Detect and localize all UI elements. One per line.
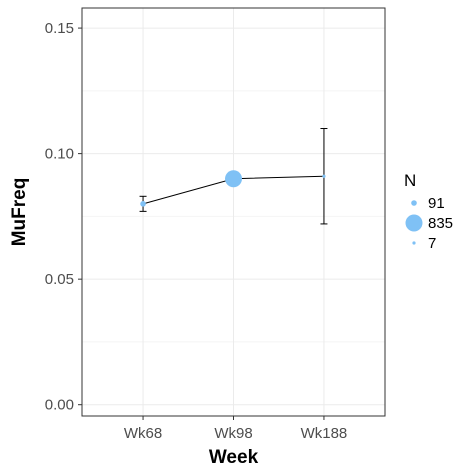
y-tick-label: 0.10: [45, 146, 74, 163]
legend: N 91 835 7: [404, 171, 453, 252]
legend-label: 7: [428, 235, 436, 252]
y-tick-label: 0.05: [45, 271, 74, 288]
data-point: [322, 174, 326, 178]
data-point: [140, 201, 146, 207]
x-tick-label: Wk68: [124, 425, 162, 442]
legend-label: 91: [428, 195, 445, 212]
x-axis: Wk68 Wk98 Wk188: [124, 416, 347, 442]
x-tick-label: Wk98: [214, 425, 252, 442]
legend-key: [411, 200, 417, 206]
legend-key: [405, 214, 423, 232]
legend-label: 835: [428, 215, 453, 232]
y-axis: 0.00 0.05 0.10 0.15: [45, 20, 82, 414]
x-tick-label: Wk188: [301, 425, 348, 442]
y-tick-label: 0.15: [45, 20, 74, 37]
y-axis-title: MuFreq: [9, 178, 30, 247]
y-tick-label: 0.00: [45, 397, 74, 414]
legend-key: [412, 241, 416, 245]
x-axis-title: Week: [209, 447, 259, 468]
data-point: [225, 170, 242, 188]
legend-item: 91: [411, 195, 445, 212]
data-points: [140, 170, 326, 207]
legend-title: N: [404, 171, 416, 190]
legend-item: 835: [405, 214, 453, 232]
legend-item: 7: [412, 235, 436, 252]
grid-major: [82, 8, 385, 416]
